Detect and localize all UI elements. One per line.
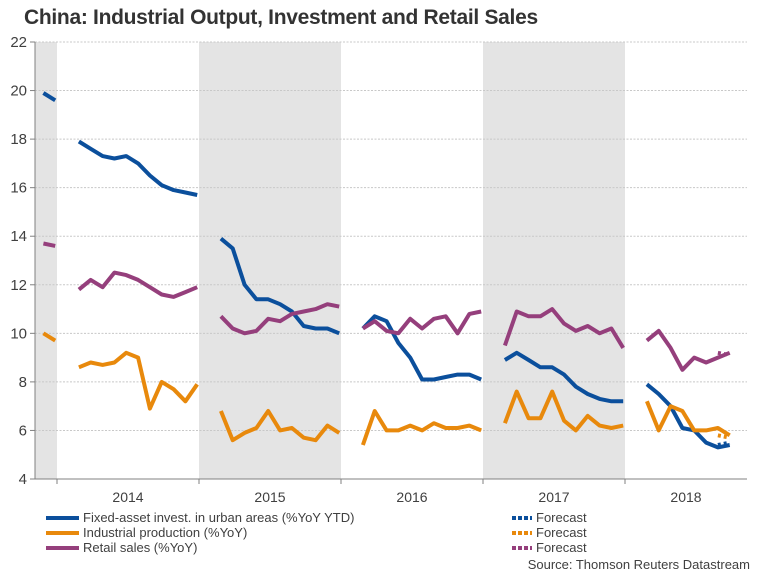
y-tick-label: 6 [19, 422, 27, 439]
series-line-segment [503, 389, 624, 433]
x-tick-labels: 2014 2015 2016 2017 2018 [56, 479, 702, 505]
source-note: Source: Thomson Reuters Datastream [527, 557, 750, 572]
legend-item-fixed-asset-forecast: Forecast [512, 510, 587, 525]
series-line-segment [503, 350, 624, 404]
legend-swatch-retail [46, 545, 79, 550]
legend: Fixed-asset invest. in urban areas (%YoY… [46, 510, 354, 555]
series-line-segment [645, 400, 731, 438]
series-line-segment [43, 241, 56, 248]
forecast-line [717, 433, 731, 440]
y-tick-label: 20 [10, 83, 27, 100]
legend-label: Forecast [536, 510, 587, 525]
legend-item-industrial-forecast: Forecast [512, 525, 587, 540]
y-tick-label: 10 [10, 325, 27, 342]
series-lines [42, 91, 731, 450]
series-fixed_asset [42, 91, 731, 450]
forecast-line [717, 350, 731, 358]
legend-item-retail: Retail sales (%YoY) [46, 540, 354, 555]
legend-swatch-fixed-asset [46, 515, 79, 520]
axes [34, 42, 747, 480]
shaded-band-2013 [35, 42, 57, 479]
forecast-line [717, 440, 731, 447]
series-line-segment [645, 328, 731, 372]
y-tick-label: 22 [10, 34, 27, 51]
series-retail [43, 241, 731, 372]
series-line-segment [42, 331, 57, 343]
series-line-segment [42, 91, 57, 103]
y-tick-labels: 4 6 8 10 12 14 16 18 20 22 [10, 34, 27, 488]
gridlines [30, 41, 747, 480]
chart-title: China: Industrial Output, Investment and… [24, 6, 538, 29]
series-line-segment [361, 314, 482, 382]
series-line-segment [219, 237, 340, 336]
legend-item-industrial: Industrial production (%YoY) [46, 525, 354, 540]
legend-label: Forecast [536, 540, 587, 555]
legend-label: Forecast [536, 525, 587, 540]
x-tick-label: 2018 [670, 489, 701, 505]
legend-forecast: Forecast Forecast Forecast [512, 510, 587, 555]
series-line-segment [219, 302, 340, 336]
y-tick-label: 18 [10, 131, 27, 148]
y-tick-label: 12 [10, 277, 27, 294]
shaded-band-2015 [199, 42, 341, 479]
y-tick-label: 8 [19, 374, 27, 391]
legend-label: Retail sales (%YoY) [83, 540, 198, 555]
legend-label: Industrial production (%YoY) [83, 525, 248, 540]
legend-swatch-retail-forecast [512, 545, 532, 550]
series-line-segment [361, 409, 482, 446]
y-tick-label: 16 [10, 180, 27, 197]
legend-swatch-fixed-asset-forecast [512, 515, 532, 520]
series-line-segment [361, 309, 482, 336]
series-industrial [42, 331, 731, 446]
y-tick-label: 14 [10, 228, 27, 245]
x-tick-label: 2016 [396, 489, 427, 505]
series-line-segment [77, 139, 198, 197]
series-line-segment [219, 409, 341, 443]
series-line-segment [645, 382, 731, 450]
legend-swatch-industrial-forecast [512, 530, 532, 535]
x-tick-label: 2017 [538, 489, 569, 505]
legend-item-retail-forecast: Forecast [512, 540, 587, 555]
y-tick-label: 4 [19, 471, 27, 488]
shaded-year-bands [35, 42, 625, 479]
x-tick-label: 2014 [112, 489, 143, 505]
shaded-band-2017 [483, 42, 625, 479]
series-line-segment [503, 307, 625, 349]
legend-label: Fixed-asset invest. in urban areas (%YoY… [83, 510, 355, 525]
legend-swatch-industrial [46, 530, 79, 535]
series-line-segment [77, 270, 198, 299]
series-line-segment [78, 350, 199, 411]
x-tick-label: 2015 [254, 489, 285, 505]
legend-item-fixed-asset: Fixed-asset invest. in urban areas (%YoY… [46, 510, 354, 525]
